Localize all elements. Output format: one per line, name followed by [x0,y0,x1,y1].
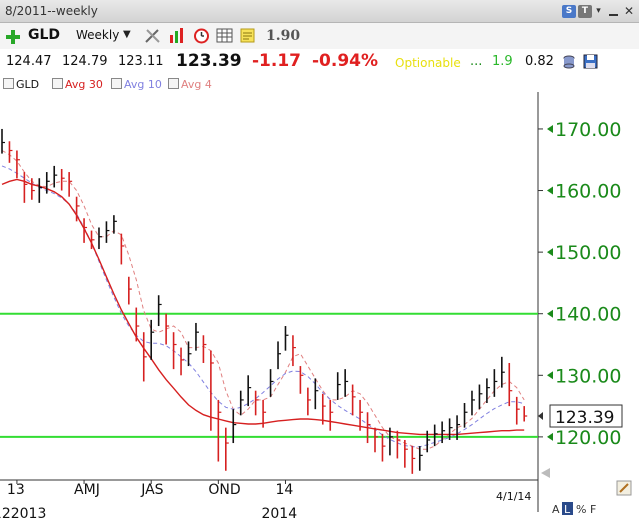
axis-mode-percent: % [576,503,586,516]
minimize-button[interactable] [608,5,619,18]
ellipsis: ... [470,54,483,69]
stat-value-2: 0.82 [525,54,554,69]
symbol-lookup-button[interactable]: S [562,5,576,18]
period-selector[interactable]: Weekly [76,28,120,42]
toolbar-value: 1.90 [266,28,301,44]
legend-avg4: Avg 4 [181,78,212,91]
tick-arrow-icon [547,186,553,195]
avg30-checkbox[interactable] [52,78,63,89]
window-title: 8/2011--weekly [5,4,98,18]
edit-pencil-icon [619,483,629,493]
price-chart[interactable]: 120.00 130.00 140.00 150.00 160.00 170.00 123.… [0,92,639,524]
gld-checkbox[interactable] [3,78,14,89]
add-icon[interactable] [6,29,20,44]
y-tick-label: 140.00 [555,304,621,326]
high-value: 124.79 [62,54,108,69]
avg4-checkbox[interactable] [168,78,179,89]
dropdown-button[interactable]: ▾ [596,6,601,16]
last-price-label: 123.39 [555,408,614,428]
tick-arrow-icon [547,248,553,257]
toolbar: GLD Weekly ▼ 1.90 [0,23,639,49]
y-tick-label: 170.00 [555,119,621,141]
text-button[interactable]: T [578,5,592,18]
axis-mode-l-bg [562,502,573,515]
low-value: 123.11 [118,54,164,69]
axis-mode-l: L [564,503,571,516]
close-button[interactable]: ✕ [623,4,635,18]
x-year-label: 122013 [0,506,46,522]
tick-arrow-icon [547,124,553,133]
x-tick-label: OND [208,482,240,498]
avg10-checkbox[interactable] [111,78,122,89]
change-value: -1.17 [252,51,301,71]
x-tick-label: JAS [140,482,163,498]
avg30-line [1,178,525,436]
stat-value-1: 1.9 [492,54,513,69]
tools-icon[interactable] [144,27,161,44]
last-price: 123.39 [176,51,242,71]
legend-gld: GLD [16,78,40,91]
y-tick-label: 150.00 [555,242,621,264]
y-tick-label: 120.00 [555,427,621,449]
last-price-box [549,404,623,428]
x-tick-label: AMJ [74,482,100,498]
x-tick-label: 13 [7,482,25,498]
tick-arrow-icon [547,309,553,318]
y-tick-label: 130.00 [555,365,621,387]
quote-bar: 124.47 124.79 123.11 123.39 -1.17 -0.94%… [0,50,639,74]
axis-mode-a: A [552,503,560,516]
optionable-label: Optionable [395,56,461,70]
date-label: 4/1/14 [496,490,531,503]
chart-legend: GLD Avg 30 Avg 10 Avg 4 [0,76,639,92]
axis-mode-f: F [590,503,596,516]
database-icon[interactable] [562,55,576,69]
open-value: 124.47 [6,54,52,69]
x-tick-label: 14 [275,482,293,498]
legend-avg30: Avg 30 [65,78,103,91]
indicator-chart-icon[interactable] [169,27,186,44]
last-price-arrow-icon [538,412,543,421]
table-grid-icon[interactable] [216,27,233,44]
change-percent: -0.94% [312,51,379,71]
save-icon[interactable] [583,54,598,69]
scroll-left-icon [541,468,550,478]
tick-arrow-icon [547,432,553,441]
title-bar: 8/2011--weekly S T ▾ ✕ [0,0,639,23]
chevron-down-icon[interactable]: ▼ [123,29,131,40]
tick-arrow-icon [547,371,553,380]
avg4-line [1,150,525,450]
alarm-clock-icon[interactable] [193,27,210,44]
legend-avg10: Avg 10 [124,78,162,91]
avg10-line [1,165,525,448]
memo-icon[interactable] [240,28,255,43]
y-tick-label: 160.00 [555,181,621,203]
x-year-label: 2014 [261,506,297,522]
ticker-symbol[interactable]: GLD [28,27,61,43]
